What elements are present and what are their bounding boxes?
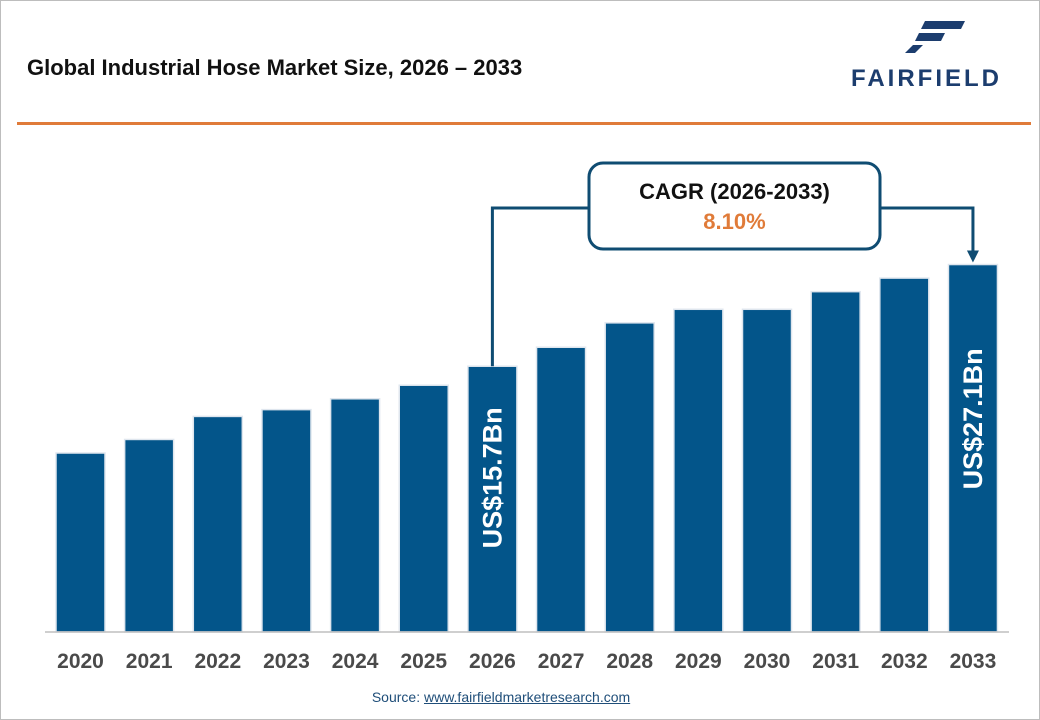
bar-2030 xyxy=(741,308,793,633)
x-tick-labels: 2020 2021 2022 2023 2024 2025 2026 2027 2028 2029… xyxy=(57,650,996,673)
bar-value-label: US$27.1Bn xyxy=(958,348,988,489)
bar-2022 xyxy=(192,415,244,633)
logo-mark-icon xyxy=(905,21,965,53)
logo-text: FAIRFIELD xyxy=(851,65,1002,92)
x-tick-label: 2024 xyxy=(332,650,379,673)
bar-2031 xyxy=(810,290,861,633)
bar-2028 xyxy=(604,322,655,633)
bar-2020 xyxy=(55,452,106,633)
cagr-connector-right xyxy=(880,206,975,253)
cagr-value: 8.10% xyxy=(703,209,765,234)
bar-2025 xyxy=(398,384,449,633)
x-tick-label: 2026 xyxy=(469,650,516,673)
bar-2026 xyxy=(467,365,518,633)
x-tick-label: 2022 xyxy=(194,650,241,673)
bar-2021 xyxy=(123,438,175,633)
bar-value-label: US$15.7Bn xyxy=(477,407,507,548)
bar-2023 xyxy=(261,408,312,633)
page-title: Global Industrial Hose Market Size, 2026… xyxy=(27,55,523,80)
cagr-connector-left xyxy=(490,206,589,367)
bar-2033 xyxy=(947,263,999,633)
x-tick-label: 2023 xyxy=(263,650,310,673)
cagr-arrow-icon xyxy=(966,250,979,263)
x-tick-label: 2032 xyxy=(881,650,928,673)
bar-2027 xyxy=(535,346,587,633)
x-tick-label: 2025 xyxy=(400,650,447,673)
source-link[interactable]: www.fairfieldmarketresearch.com xyxy=(423,689,631,705)
bars-layer xyxy=(55,263,999,633)
source-label: Source: xyxy=(371,689,421,705)
x-tick-label: 2027 xyxy=(538,650,585,673)
bar-2029 xyxy=(673,308,724,633)
title-divider xyxy=(17,122,1031,125)
cagr-title: CAGR (2026-2033) xyxy=(639,179,830,204)
bar-value-labels: US$15.7Bn US$27.1Bn xyxy=(477,348,988,548)
x-tick-label: 2033 xyxy=(950,650,997,673)
x-tick-label: 2031 xyxy=(812,650,859,673)
cagr-callout: CAGR (2026-2033) 8.10% xyxy=(490,161,979,367)
source-note: Source: www.fairfieldmarketresearch.com xyxy=(1,689,1001,705)
bar-chart: 2020 2021 2022 2023 2024 2025 2026 2027 2028 2029… xyxy=(45,161,1009,673)
cagr-box xyxy=(587,161,882,251)
fairfield-logo: FAIRFIELD xyxy=(847,19,1027,92)
x-tick-label: 2029 xyxy=(675,650,722,673)
bar-2032 xyxy=(879,277,930,633)
bar-2024 xyxy=(329,398,381,633)
x-tick-label: 2028 xyxy=(606,650,653,673)
x-tick-label: 2020 xyxy=(57,650,104,673)
x-tick-label: 2021 xyxy=(126,650,173,673)
x-tick-label: 2030 xyxy=(744,650,791,673)
